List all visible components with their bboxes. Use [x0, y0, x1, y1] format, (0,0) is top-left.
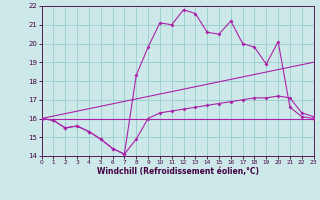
X-axis label: Windchill (Refroidissement éolien,°C): Windchill (Refroidissement éolien,°C) [97, 167, 259, 176]
